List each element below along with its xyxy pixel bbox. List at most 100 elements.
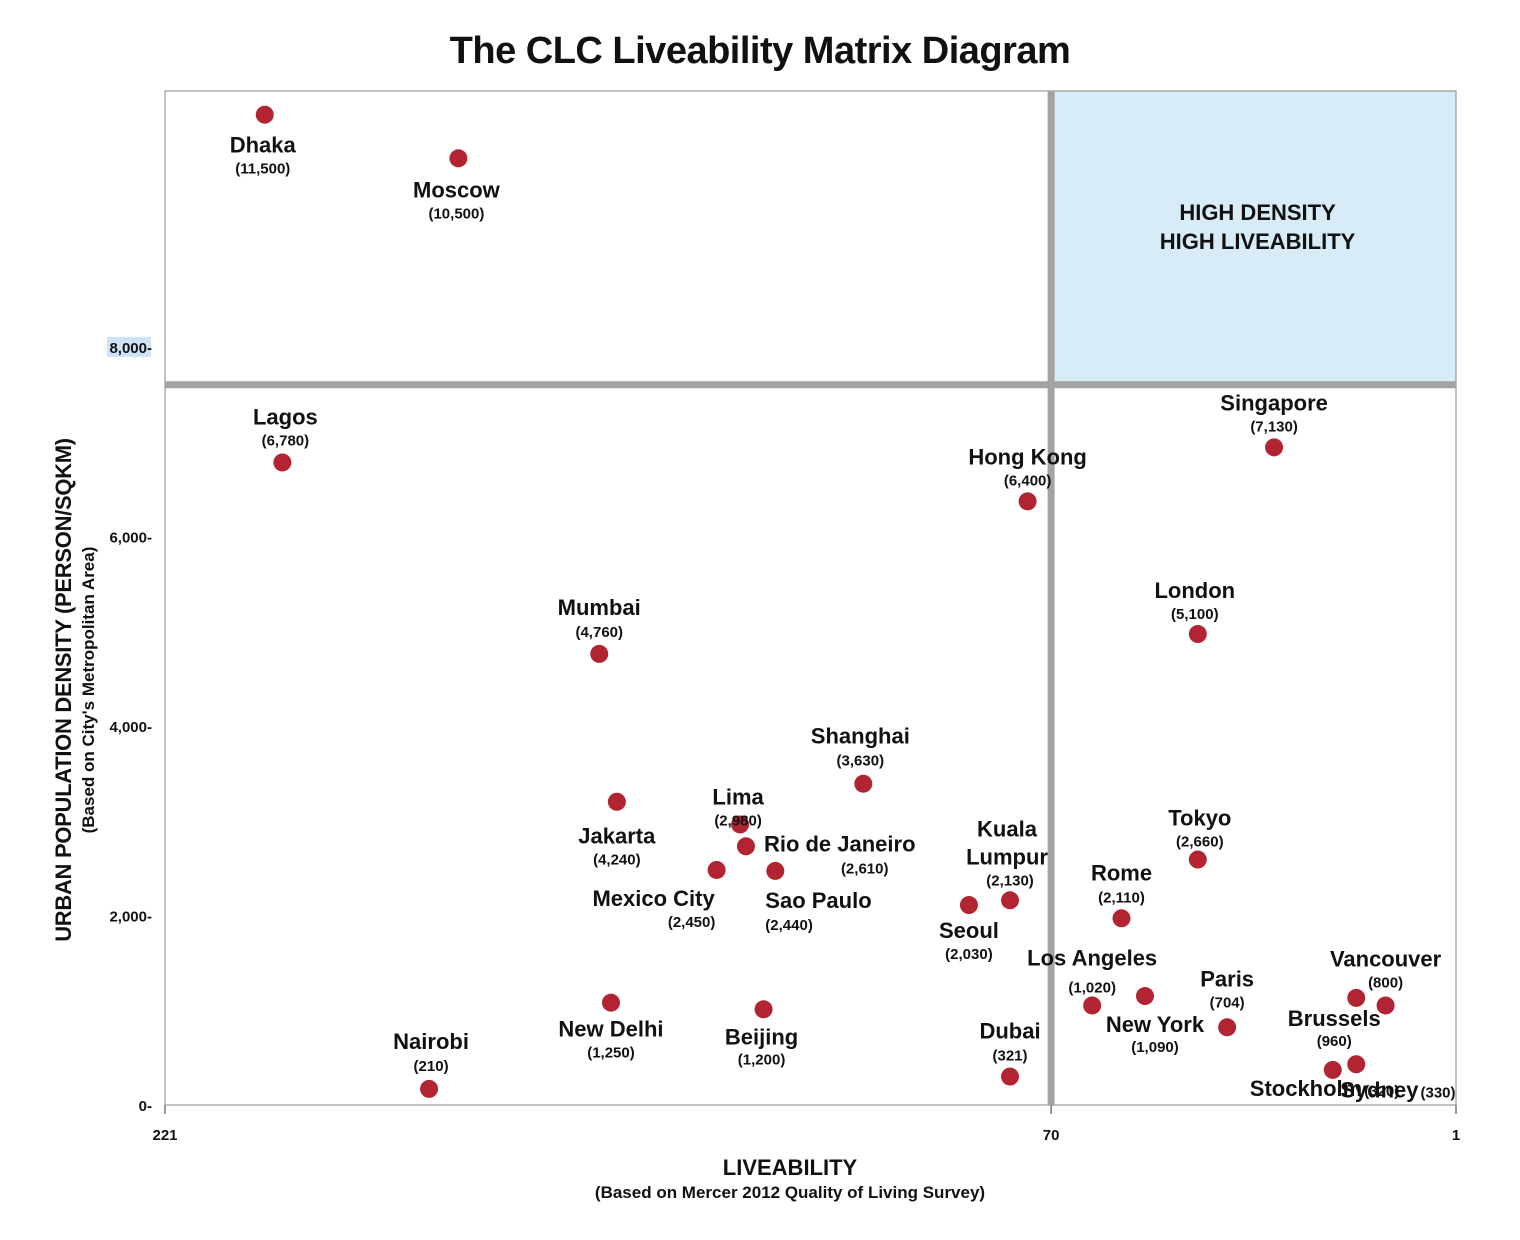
city-name-label: Singapore [1220, 390, 1328, 415]
y-tick-label: 4,000- [109, 719, 152, 736]
y-tick-highlight [107, 336, 151, 357]
city-marker [707, 860, 726, 879]
city-marker [959, 896, 978, 915]
city-name-label: Lumpur [966, 844, 1048, 869]
y-tick-label: 8,000- [109, 340, 152, 357]
city-marker [1188, 625, 1207, 644]
city-name-label: Sao Paulo [765, 888, 871, 913]
city-name-label: Jakarta [578, 824, 656, 849]
city-marker [731, 815, 750, 834]
x-axis-subtitle: (Based on Mercer 2012 Quality of Living … [594, 1183, 986, 1202]
city-marker [1083, 996, 1102, 1015]
city-marker [1347, 1055, 1366, 1074]
city-value-label: (210) [414, 1058, 449, 1075]
x-axis-label: LIVEABILITY (Based on Mercer 2012 Qualit… [595, 1155, 985, 1203]
city-name-label: Mumbai [558, 595, 641, 620]
y-axis-label: URBAN POPULATION DENSITY (PERSON/SQKM) (… [51, 438, 99, 942]
city-value-label: (4,240) [593, 852, 641, 869]
city-value-label: (2,450) [668, 914, 716, 931]
city-name-label: Los Angeles [1027, 945, 1157, 970]
city-marker [1001, 891, 1020, 910]
city-value-label: (2,440) [765, 917, 813, 934]
city-name-label: Lima [712, 784, 764, 809]
y-tick-label: 6,000- [109, 529, 152, 546]
quadrant-label-line: HIGH DENSITY [1179, 200, 1336, 225]
city-marker [607, 792, 626, 811]
y-axis-title: URBAN POPULATION DENSITY (PERSON/SQKM) [51, 438, 76, 942]
city-marker [1188, 850, 1207, 869]
city-value-label: (2,980) [714, 812, 762, 829]
city-marker [1376, 996, 1395, 1015]
city-value-label: (1,200) [738, 1051, 786, 1068]
city-name-label: Mexico City [592, 886, 715, 911]
city-marker [854, 774, 873, 793]
city-value-label: (2,130) [986, 872, 1034, 889]
city-marker [590, 644, 609, 663]
city-name-label: Tokyo [1168, 806, 1231, 831]
city-marker [736, 837, 755, 856]
city-value-label: (2,030) [945, 946, 993, 963]
city-marker [1347, 988, 1366, 1007]
city-name-label: Stockholm [1250, 1076, 1362, 1101]
city-marker [1265, 438, 1284, 457]
x-axis-title: LIVEABILITY [722, 1155, 858, 1180]
city-name-label: Rio de Janeiro [764, 831, 916, 856]
y-axis-subtitle: (Based on City's Metropolitan Area) [79, 546, 98, 834]
city-value-label: (11,500) [235, 161, 290, 178]
city-value-label: (2,610) [841, 860, 889, 877]
city-value-label: (704) [1210, 994, 1245, 1011]
city-value-label: (6,780) [262, 432, 310, 449]
high-density-high-liveability-quadrant [1051, 91, 1456, 385]
city-value-label: (960) [1317, 1033, 1352, 1050]
city-marker [1018, 492, 1037, 511]
city-name-label: Paris [1200, 966, 1254, 991]
city-value-label: (321) [993, 1048, 1028, 1065]
x-tick-label: 70 [1043, 1127, 1060, 1144]
city-value-label: (1,250) [587, 1045, 635, 1062]
city-value-label: (7,130) [1250, 418, 1298, 435]
city-name-label: Hong Kong [968, 444, 1087, 469]
city-value-label: (6,400) [1004, 472, 1052, 489]
city-name-label: Vancouver [1330, 946, 1442, 971]
city-value-label: (1,020) [1068, 979, 1116, 996]
city-name-label: Dubai [979, 1019, 1040, 1044]
city-name-label: Nairobi [393, 1029, 469, 1054]
city-name-label: New Delhi [558, 1017, 663, 1042]
city-value-label: (320) [1364, 1083, 1399, 1100]
quadrant-label-line: HIGH LIVEABILITY [1160, 229, 1356, 254]
x-tick-label: 1 [1452, 1127, 1460, 1144]
city-marker [273, 453, 292, 472]
city-name-label: New York [1106, 1012, 1205, 1037]
city-marker [449, 149, 468, 168]
city-name-label: Lagos [253, 404, 318, 429]
city-value-label: (4,760) [575, 624, 623, 641]
y-tick-label: 2,000- [109, 908, 152, 925]
city-value-label: (2,660) [1176, 834, 1224, 851]
city-name-label: Shanghai [811, 724, 910, 749]
city-name-label: Rome [1091, 860, 1152, 885]
chart-title: The CLC Liveability Matrix Diagram [449, 30, 1071, 72]
city-value-label: (3,630) [837, 753, 885, 770]
y-tick-label: 0- [139, 1098, 152, 1115]
city-marker [1135, 987, 1154, 1006]
city-marker [601, 993, 620, 1012]
plot-frame [164, 90, 1457, 1106]
city-name-label: Kuala [977, 816, 1038, 841]
city-value-label: (10,500) [428, 205, 484, 222]
city-marker [754, 1000, 773, 1019]
city-value-label: (800) [1368, 974, 1403, 991]
city-marker [766, 861, 785, 880]
city-value-label: (5,100) [1171, 606, 1219, 623]
city-marker [1218, 1018, 1237, 1037]
city-value-label: (2,110) [1098, 889, 1145, 906]
city-value-label: (1,090) [1131, 1039, 1179, 1056]
city-value-label: (330) [1421, 1084, 1456, 1101]
x-tick-label: 221 [152, 1127, 177, 1144]
city-name-label: Seoul [939, 918, 999, 943]
city-name-label: Sydney [1340, 1077, 1419, 1102]
city-marker [255, 105, 274, 124]
city-name-label: Dhaka [230, 133, 297, 158]
city-name-label: Brussels [1288, 1006, 1381, 1031]
city-name-label: Moscow [413, 177, 501, 202]
